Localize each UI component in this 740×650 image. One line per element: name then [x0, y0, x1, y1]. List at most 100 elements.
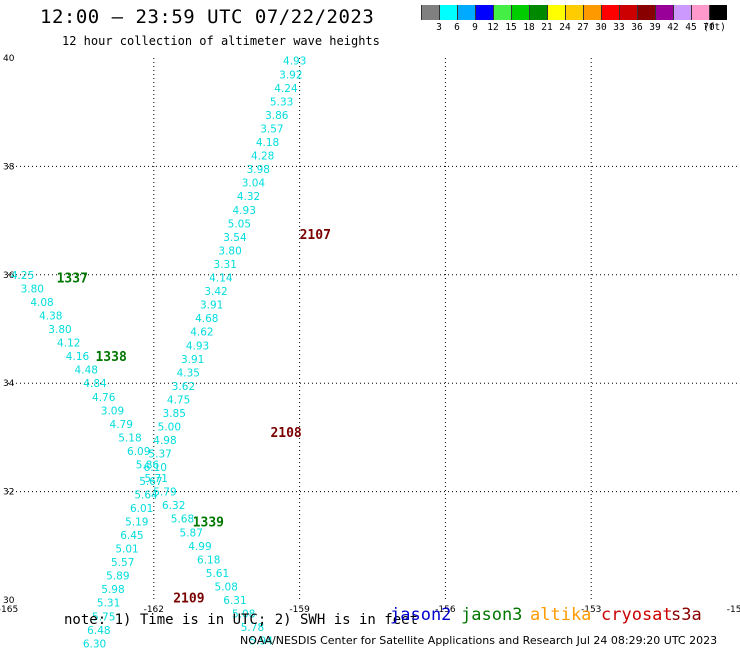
time-label: 1337	[57, 272, 88, 287]
legend-label: 36	[631, 22, 643, 33]
swh-value: 6.10	[144, 462, 167, 474]
swh-value: 4.68	[195, 313, 218, 325]
y-tick-label: 36	[3, 271, 15, 281]
legend-label: 15	[505, 22, 517, 33]
legend-label: 24	[559, 22, 571, 33]
swh-value: 3.85	[163, 408, 186, 420]
footer-credit: NOAA/NESDIS Center for Satellite Applica…	[240, 634, 718, 647]
swh-value: 4.28	[251, 151, 274, 163]
time-label: 2107	[300, 228, 331, 243]
x-tick-label: -159	[289, 605, 310, 615]
legend-label: 33	[613, 22, 625, 33]
swh-value: 5.86	[136, 460, 160, 472]
swh-value: 4.93	[233, 205, 256, 217]
swh-value: 5.75	[92, 611, 115, 623]
y-tick-label: 32	[3, 488, 14, 498]
legend-swatch	[583, 5, 601, 20]
swh-value: 3.80	[48, 324, 71, 336]
swh-value: 5.71	[145, 473, 168, 485]
swh-value: 5.61	[206, 568, 229, 580]
swh-value: 5.94	[250, 636, 274, 648]
x-tick-label: -150	[727, 605, 740, 615]
swh-value: 4.35	[177, 367, 200, 379]
swh-value: 6.09	[127, 446, 150, 458]
legend-swatch	[475, 5, 493, 20]
legend-label: 18	[523, 22, 535, 33]
swh-value: 5.08	[215, 581, 238, 593]
swh-value: 4.99	[188, 541, 211, 553]
swh-value: 4.62	[190, 327, 213, 339]
satellite-label: altika	[530, 605, 592, 625]
swh-value: 4.38	[39, 310, 62, 322]
swh-value: 5.98	[101, 584, 124, 596]
swh-value: 3.09	[101, 405, 124, 417]
legend-label: 27	[577, 22, 589, 33]
legend-swatch	[709, 5, 727, 20]
swh-value: 6.31	[223, 595, 246, 607]
satellite-label: cryosat	[601, 605, 673, 625]
swh-value: 4.14	[209, 273, 233, 285]
swh-value: 4.08	[30, 297, 53, 309]
swh-value: 5.57	[111, 557, 134, 569]
legend-label: 39	[649, 22, 661, 33]
time-label: 2108	[270, 426, 301, 441]
swh-value: 3.91	[181, 354, 204, 366]
legend-swatch	[547, 5, 565, 20]
swh-value: 4.93	[186, 340, 209, 352]
swh-value: 3.57	[260, 123, 283, 135]
legend-swatch	[691, 5, 709, 20]
swh-value: 6.30	[83, 638, 106, 650]
swh-value: 5.18	[118, 432, 141, 444]
legend-swatch	[439, 5, 457, 20]
swh-value: 5.78	[241, 622, 264, 634]
swh-value: 5.05	[228, 218, 251, 230]
swh-value: 5.68	[171, 514, 194, 526]
legend-label: 30	[595, 22, 607, 33]
y-tick-label: 38	[3, 162, 15, 172]
footer-note: note: 1) Time is in UTC; 2) SWH is in fe…	[64, 612, 419, 628]
satellite-label: s3a	[671, 605, 702, 625]
swh-value: 5.89	[106, 571, 129, 583]
swh-value: 3.42	[204, 286, 227, 298]
chart-subtitle: 12 hour collection of altimeter wave hei…	[62, 34, 380, 48]
x-tick-label: -153	[581, 605, 601, 615]
swh-value: 5.87	[180, 527, 203, 539]
swh-value: 3.04	[242, 178, 266, 190]
swh-value: 6.32	[162, 500, 185, 512]
swh-value: 5.01	[115, 544, 138, 556]
swh-value: 4.24	[274, 83, 298, 95]
color-legend: 3 6 9 12 15 18 21 24 27 30 33 36 39 42 45 70 (ft)	[421, 5, 731, 35]
swh-value: 5.19	[125, 516, 148, 528]
time-label: 1338	[95, 350, 126, 365]
swh-value: 4.18	[256, 137, 279, 149]
legend-label: 3	[436, 22, 442, 33]
swh-value: 5.00	[158, 422, 181, 434]
swh-value: 3.54	[223, 232, 247, 244]
swh-value: 3.80	[21, 283, 44, 295]
legend-swatch	[673, 5, 691, 20]
y-tick-label: 40	[3, 54, 15, 64]
time-label: 2109	[173, 591, 204, 606]
x-tick-label: -156	[435, 605, 456, 615]
y-tick-label: 34	[3, 379, 15, 389]
legend-label: 45	[685, 22, 697, 33]
swh-value: 4.48	[75, 365, 98, 377]
swh-value: 3.91	[200, 300, 223, 312]
legend-swatch	[619, 5, 637, 20]
swh-value: 5.37	[148, 449, 171, 461]
swh-value: 4.32	[237, 191, 260, 203]
chart-title: 12:00 – 23:59 UTC 07/22/2023	[40, 6, 375, 28]
swh-value: 3.62	[172, 381, 195, 393]
swh-value: 6.18	[197, 554, 220, 566]
swh-value: 6.45	[120, 530, 143, 542]
swh-value: 5.79	[153, 487, 176, 499]
legend-label: 6	[454, 22, 460, 33]
legend-swatch	[529, 5, 547, 20]
swh-value: 4.76	[92, 392, 116, 404]
swh-value: 4.16	[66, 351, 90, 363]
swh-value: 3.31	[214, 259, 237, 271]
swh-value: 6.01	[130, 503, 153, 515]
swh-value: 4.79	[110, 419, 133, 431]
swh-value: 5.64	[134, 489, 158, 501]
